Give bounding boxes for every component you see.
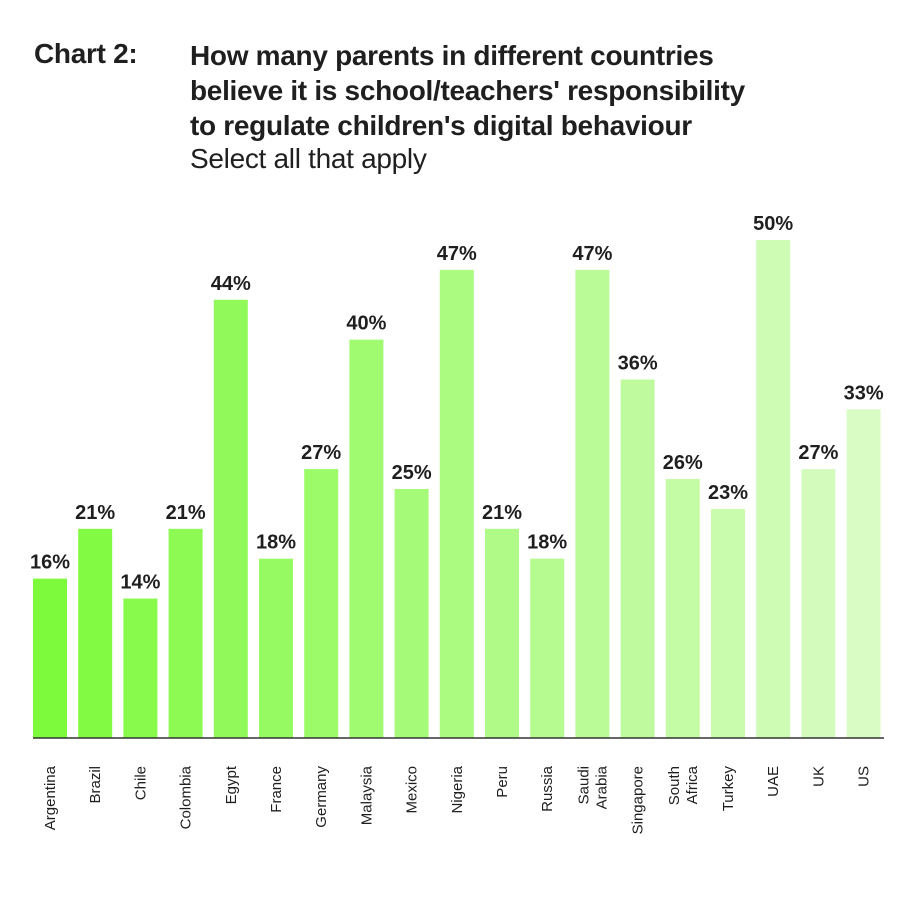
chart-subtitle: Select all that apply [190,143,427,174]
value-label: 44% [211,273,251,295]
bar [711,508,745,738]
category-label-line: Egypt [223,765,240,804]
category-label: SouthAfrica [666,765,701,805]
category-label-line: Russia [539,765,556,812]
category-label: Russia [539,765,556,812]
bar [756,240,791,738]
category-label-line: US [856,766,873,787]
value-label: 18% [527,532,567,554]
bar [485,528,519,738]
bar [168,528,203,738]
value-label: 47% [572,243,612,265]
title-line: to regulate children's digital behaviour [190,110,692,141]
category-label: Colombia [178,765,195,829]
category-label-line: South [666,766,683,805]
value-label: 23% [708,482,748,504]
value-label: 36% [618,352,658,374]
category-label: Brazil [87,766,104,804]
category-label: Malaysia [358,765,375,825]
category-label-line: Argentina [42,765,59,830]
category-label-line: Germany [313,766,330,828]
category-label-line: Turkey [720,766,737,812]
bar [620,379,655,738]
value-label: 27% [798,442,838,464]
category-label-line: Arabia [593,765,610,809]
category-label: Turkey [720,766,737,812]
value-label: 16% [30,552,70,574]
chart-number: Chart 2: [34,38,138,69]
title-line: believe it is school/teachers' responsib… [190,75,745,106]
value-label: 33% [844,382,884,404]
bar [394,489,429,738]
value-label: 18% [256,532,296,554]
value-label: 40% [346,313,386,335]
value-label: 25% [392,462,432,484]
bar [530,558,565,738]
category-label-line: Chile [132,766,149,800]
value-label: 27% [301,442,341,464]
category-label-line: Nigeria [449,765,466,813]
category-label: Mexico [404,766,421,814]
category-label-line: UAE [765,766,782,797]
bar [801,469,836,738]
value-label: 21% [482,502,522,524]
bar [78,528,113,738]
category-label: US [856,766,873,787]
chart-title: How many parents in different countries … [190,38,890,143]
bar [259,558,293,738]
category-label-line: Singapore [630,766,647,834]
bar [304,469,339,738]
bar [846,409,881,738]
category-label: France [268,766,285,813]
value-label: 21% [75,502,115,524]
bar [33,578,67,738]
value-label: 21% [166,502,206,524]
category-label: SaudiArabia [575,765,610,809]
category-label-line: Saudi [575,766,592,804]
value-label: 14% [120,572,160,594]
bar [665,479,700,738]
category-label-line: Peru [494,766,511,798]
bar [575,269,610,738]
category-label: UAE [765,766,782,797]
category-label: UK [810,766,827,787]
category-label: Germany [313,766,330,828]
bar [439,269,474,738]
category-label: Singapore [630,766,647,834]
category-label-line: UK [810,766,827,787]
bar [349,339,384,738]
value-label: 50% [753,213,793,235]
title-line: How many parents in different countries [190,40,714,71]
category-label-line: Colombia [178,765,195,829]
category-label-line: Malaysia [358,765,375,825]
category-label-line: Mexico [404,766,421,814]
category-label-line: France [268,766,285,813]
category-label: Chile [132,766,149,800]
category-label: Argentina [42,765,59,830]
value-label: 26% [663,452,703,474]
bar [213,299,248,738]
category-label: Egypt [223,765,240,804]
category-label: Peru [494,766,511,798]
category-label: Nigeria [449,765,466,813]
bar [123,598,158,738]
value-label: 47% [437,243,477,265]
category-label-line: Africa [684,765,701,804]
category-label-line: Brazil [87,766,104,804]
